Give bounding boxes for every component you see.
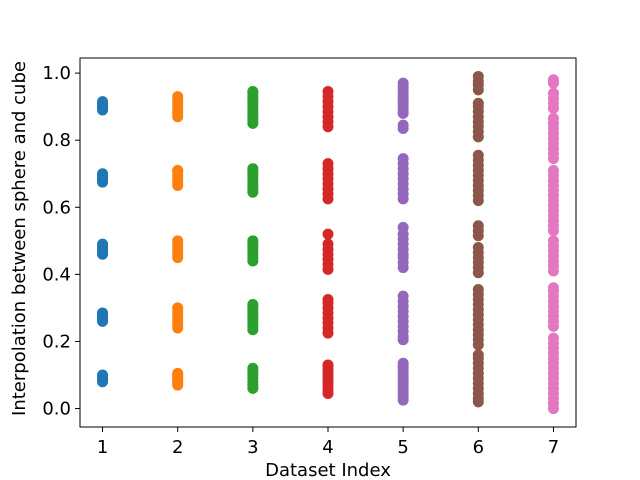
- x-axis-label: Dataset Index: [265, 460, 391, 480]
- x-tick-label: 4: [322, 437, 333, 458]
- x-tick-label: 2: [172, 437, 183, 458]
- data-point: [547, 164, 559, 176]
- data-point: [547, 332, 559, 344]
- x-tick-label: 7: [548, 437, 559, 458]
- data-point: [172, 367, 184, 379]
- y-tick-label: 0.2: [42, 331, 71, 352]
- data-point: [397, 153, 409, 165]
- y-tick-label: 0.4: [42, 264, 71, 285]
- data-point: [547, 87, 559, 99]
- series-6: [472, 70, 484, 408]
- data-point: [322, 359, 334, 371]
- y-axis-label: Interpolation between sphere and cube: [9, 61, 30, 416]
- x-tick-label: 3: [247, 437, 258, 458]
- data-point: [547, 235, 559, 247]
- data-point: [397, 77, 409, 89]
- points-layer: [97, 70, 559, 415]
- y-axis: 0.0 0.2 0.4 0.6 0.8 1.0: [42, 63, 80, 420]
- data-point: [172, 235, 184, 247]
- x-tick-label: 1: [97, 437, 108, 458]
- y-tick-label: 1.0: [42, 63, 71, 84]
- data-point: [172, 302, 184, 314]
- series-4: [322, 86, 334, 399]
- data-point: [472, 349, 484, 361]
- data-point: [172, 91, 184, 103]
- data-point: [97, 369, 109, 381]
- data-point: [472, 97, 484, 109]
- data-point: [247, 86, 259, 98]
- data-point: [322, 238, 334, 250]
- data-point: [97, 168, 109, 180]
- data-point: [472, 220, 484, 232]
- series-2: [172, 91, 184, 391]
- data-point: [322, 86, 334, 98]
- y-tick-label: 0.0: [42, 399, 71, 420]
- data-point: [247, 299, 259, 311]
- series-1: [97, 96, 109, 388]
- data-point: [472, 149, 484, 161]
- series-3: [247, 86, 259, 394]
- data-point: [397, 290, 409, 302]
- data-point: [322, 158, 334, 170]
- data-point: [397, 119, 409, 131]
- x-tick-label: 6: [473, 437, 484, 458]
- data-point: [97, 238, 109, 250]
- data-point: [322, 228, 334, 240]
- data-point: [322, 294, 334, 306]
- series-7: [547, 74, 559, 415]
- y-tick-label: 0.8: [42, 130, 71, 151]
- data-point: [247, 362, 259, 374]
- data-point: [247, 163, 259, 175]
- data-point: [172, 164, 184, 176]
- data-point: [397, 357, 409, 369]
- series-5: [397, 77, 409, 406]
- data-point: [97, 96, 109, 108]
- data-point: [547, 282, 559, 294]
- data-point: [472, 283, 484, 295]
- data-point: [547, 112, 559, 124]
- data-point: [97, 307, 109, 319]
- x-axis: 1 2 3 4 5 6 7: [97, 427, 559, 458]
- data-point: [472, 70, 484, 82]
- x-tick-label: 5: [397, 437, 408, 458]
- data-point: [472, 242, 484, 254]
- data-point: [547, 74, 559, 86]
- data-point: [397, 221, 409, 233]
- y-tick-label: 0.6: [42, 197, 71, 218]
- data-point: [247, 235, 259, 247]
